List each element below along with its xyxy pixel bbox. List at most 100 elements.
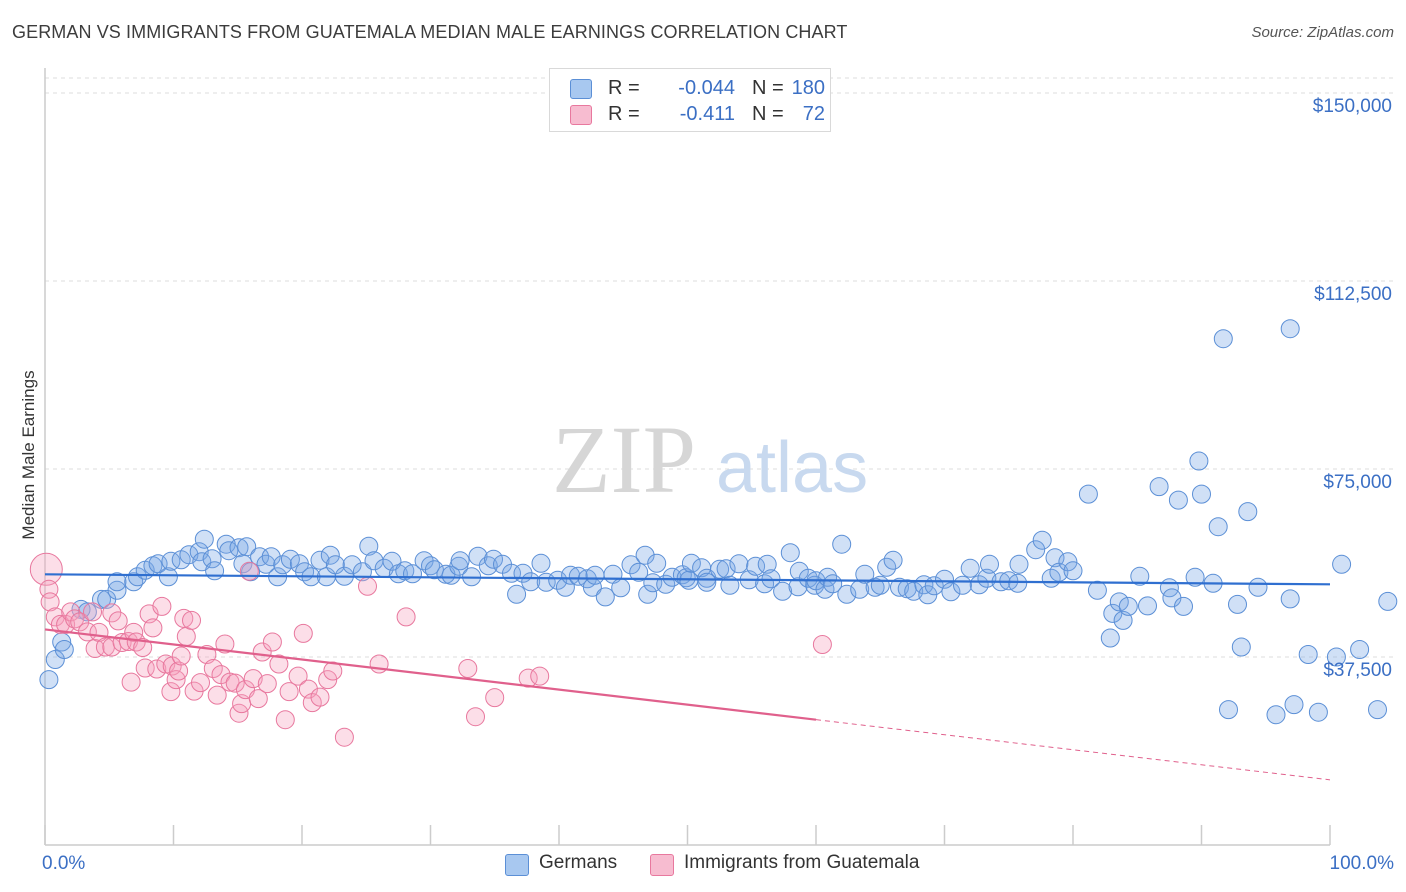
- germans-point: [128, 567, 147, 587]
- guatemala-point: [243, 669, 263, 689]
- germans-point: [823, 574, 843, 594]
- germans-point: [507, 584, 527, 604]
- germans-point: [161, 551, 181, 571]
- germans-point: [1103, 603, 1123, 623]
- germans-point: [124, 572, 144, 592]
- germans-point: [261, 547, 281, 567]
- guatemala-point: [29, 552, 63, 586]
- germans-trend-line: [44, 573, 1331, 586]
- germans-point: [1063, 561, 1083, 581]
- germans-point: [478, 556, 498, 576]
- germans-point: [229, 538, 249, 558]
- germans-point: [1109, 592, 1129, 612]
- germans-point: [1118, 596, 1138, 616]
- germans-point: [621, 555, 641, 575]
- germans-point: [107, 572, 127, 592]
- x-tick-label-max: 100.0%: [1330, 853, 1395, 874]
- germans-point: [977, 568, 997, 588]
- germans-point: [1009, 554, 1029, 574]
- germans-point: [1192, 484, 1211, 504]
- legend-label-guatemala: Immigrants from Guatemala: [684, 852, 920, 873]
- guatemala-point: [257, 674, 277, 694]
- germans-point: [870, 575, 890, 595]
- chart-title: GERMAN VS IMMIGRANTS FROM GUATEMALA MEDI…: [12, 22, 848, 42]
- legend-swatch-guatemala: [650, 854, 674, 876]
- guatemala-point: [203, 659, 223, 678]
- germans-point: [1149, 477, 1169, 497]
- germans-points: [39, 319, 1398, 725]
- germans-point: [818, 567, 838, 587]
- guatemala-point: [171, 646, 191, 666]
- germans-point: [1219, 700, 1238, 720]
- guatemala-trend-extension: [815, 719, 1331, 781]
- germans-point: [54, 640, 74, 659]
- germans-point: [697, 572, 717, 592]
- germans-point: [531, 553, 551, 573]
- guatemala-point: [323, 661, 343, 681]
- germans-point: [1332, 554, 1352, 574]
- germans-point: [250, 547, 270, 567]
- legend-swatch-germans: [570, 79, 592, 99]
- guatemala-point: [334, 727, 354, 747]
- germans-point: [969, 575, 989, 595]
- germans-point: [883, 550, 903, 570]
- germans-point: [1308, 702, 1328, 722]
- guatemala-point: [102, 603, 122, 623]
- guatemala-point: [812, 635, 832, 654]
- germans-point: [837, 584, 857, 604]
- legend-swatch-germans: [505, 854, 529, 876]
- n-label: N =: [752, 77, 784, 99]
- guatemala-point: [191, 673, 210, 693]
- germans-point: [746, 556, 766, 576]
- guatemala-point: [293, 623, 313, 643]
- germans-point: [1113, 610, 1133, 630]
- r-label: R =: [608, 77, 640, 99]
- guatemala-trend-line: [44, 628, 817, 721]
- germans-point: [484, 549, 503, 569]
- guatemala-point: [152, 596, 172, 616]
- legend-label-germans: Germans: [539, 852, 618, 873]
- germans-point: [611, 578, 631, 598]
- germans-point: [585, 565, 605, 585]
- guatemala-point: [161, 682, 181, 702]
- germans-point: [1058, 552, 1078, 572]
- guatemala-point: [40, 592, 60, 612]
- germans-point: [716, 559, 736, 579]
- guatemala-point: [121, 672, 141, 692]
- germans-point: [403, 564, 422, 584]
- guatemala-point: [279, 682, 299, 702]
- r-value: -0.044: [678, 77, 735, 99]
- germans-point: [202, 549, 222, 569]
- guatemala-point: [466, 707, 485, 727]
- guatemala-point: [530, 666, 550, 686]
- guatemala-point: [182, 610, 201, 630]
- germans-point: [1130, 566, 1150, 586]
- germans-point: [980, 554, 999, 574]
- germans-point: [729, 554, 749, 574]
- germans-point: [1100, 628, 1120, 648]
- germans-point: [1266, 705, 1286, 725]
- y-tick-label: $75,000: [1323, 472, 1392, 493]
- correlation-legend: R = -0.044 N = 180 R = -0.411 N = 72: [549, 68, 831, 132]
- germans-point: [1350, 640, 1370, 659]
- guatemala-point: [143, 618, 163, 638]
- germans-point: [935, 569, 954, 589]
- guatemala-point: [207, 685, 227, 705]
- germans-point: [773, 581, 793, 601]
- guatemala-point: [220, 672, 240, 692]
- germans-point: [681, 553, 701, 573]
- chart-source: Source: ZipAtlas.com: [1251, 24, 1394, 41]
- germans-point: [320, 545, 340, 565]
- n-value: 72: [802, 103, 825, 125]
- germans-point: [1087, 580, 1107, 600]
- germans-point: [1248, 577, 1268, 597]
- guatemala-point: [485, 688, 505, 708]
- germans-point: [359, 536, 379, 556]
- guatemala-point: [458, 659, 478, 678]
- germans-point: [1326, 647, 1346, 667]
- guatemala-point: [83, 602, 102, 622]
- germans-point: [638, 584, 658, 604]
- guatemala-point: [119, 632, 138, 651]
- germans-point: [1378, 591, 1398, 611]
